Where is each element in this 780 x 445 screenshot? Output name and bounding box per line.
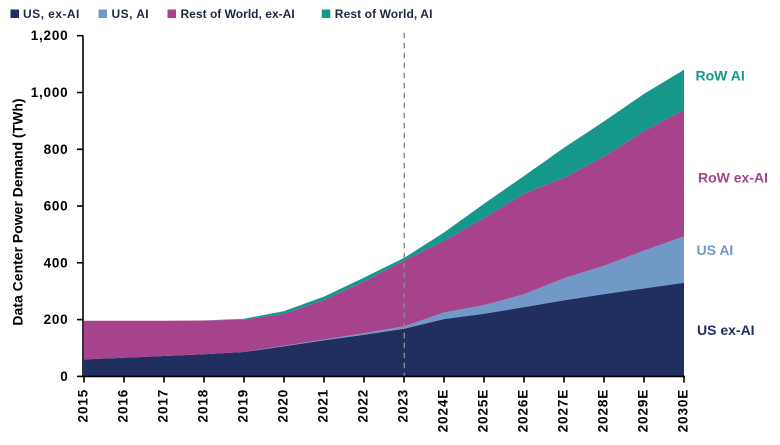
svg-text:1,200: 1,200 — [31, 28, 69, 43]
svg-text:2017: 2017 — [156, 389, 171, 423]
svg-text:2019: 2019 — [236, 389, 251, 423]
svg-text:600: 600 — [44, 199, 69, 214]
svg-text:800: 800 — [44, 142, 69, 157]
svg-text:Rest of World, ex-AI: Rest of World, ex-AI — [181, 7, 295, 21]
svg-text:0: 0 — [60, 369, 68, 384]
svg-text:Rest of World, AI: Rest of World, AI — [335, 7, 433, 21]
svg-text:2029E: 2029E — [636, 389, 651, 433]
svg-text:400: 400 — [44, 255, 69, 270]
svg-text:2024E: 2024E — [436, 389, 451, 433]
svg-text:2026E: 2026E — [516, 389, 531, 433]
svg-text:2020: 2020 — [276, 389, 291, 423]
svg-text:1,000: 1,000 — [31, 85, 69, 100]
svg-text:2023: 2023 — [396, 389, 411, 423]
svg-text:RoW AI: RoW AI — [696, 68, 745, 84]
svg-text:US AI: US AI — [697, 242, 734, 258]
svg-text:200: 200 — [44, 312, 69, 327]
svg-text:2025E: 2025E — [476, 389, 491, 433]
svg-text:2030E: 2030E — [676, 389, 691, 433]
svg-text:RoW ex-AI: RoW ex-AI — [698, 170, 768, 186]
svg-text:2027E: 2027E — [556, 389, 571, 433]
svg-text:2021: 2021 — [316, 389, 331, 423]
svg-text:2015: 2015 — [76, 389, 91, 423]
svg-text:US, AI: US, AI — [112, 7, 150, 21]
svg-text:2022: 2022 — [356, 389, 371, 423]
svg-text:2016: 2016 — [116, 389, 131, 423]
svg-text:2018: 2018 — [196, 389, 211, 423]
svg-text:US, ex-AI: US, ex-AI — [23, 7, 80, 21]
svg-text:2028E: 2028E — [596, 389, 611, 433]
svg-text:US ex-AI: US ex-AI — [697, 322, 755, 338]
svg-text:Data Center Power Demand (TWh): Data Center Power Demand (TWh) — [10, 98, 26, 325]
